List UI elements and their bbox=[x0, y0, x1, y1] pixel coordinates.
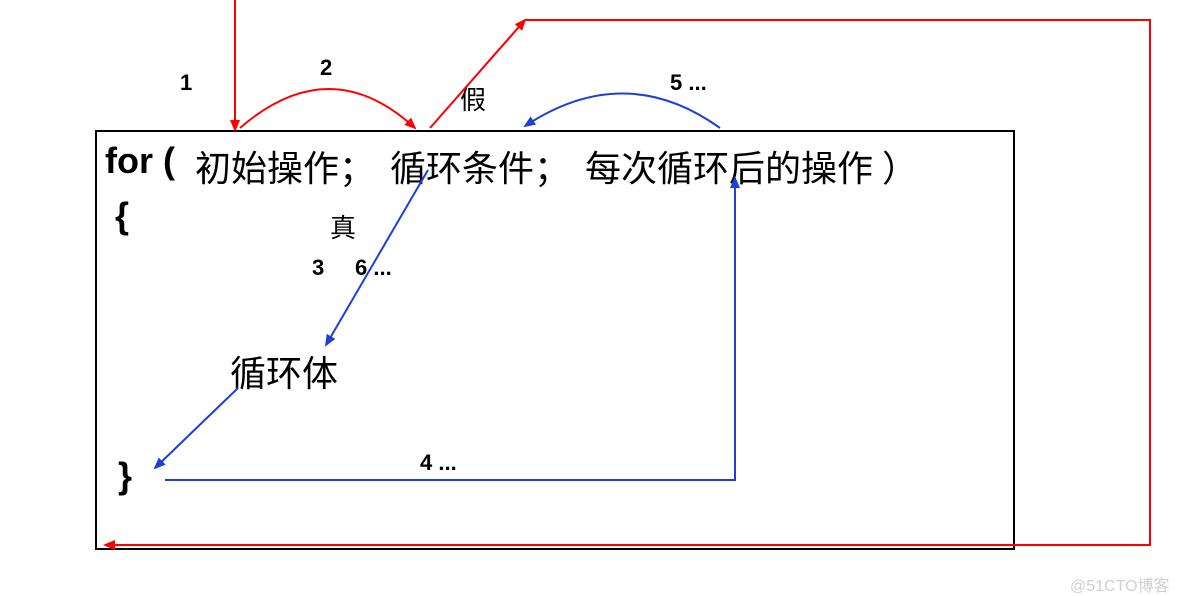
label-4: 4 ... bbox=[420, 450, 457, 476]
init-expr: 初始操作； bbox=[195, 140, 375, 192]
brace-close: } bbox=[118, 455, 132, 497]
code-box bbox=[95, 130, 1015, 550]
label-true: 真 bbox=[330, 208, 356, 245]
post-expr: 每次循环后的操作 ） bbox=[585, 140, 918, 192]
label-6: 6 ... bbox=[355, 255, 392, 281]
label-false: 假 bbox=[460, 80, 486, 117]
cond-expr: 循环条件； bbox=[390, 140, 570, 192]
for-keyword: for ( bbox=[105, 140, 175, 182]
watermark: @51CTO博客 bbox=[1070, 572, 1170, 596]
brace-open: { bbox=[115, 195, 129, 237]
label-3: 3 bbox=[312, 255, 324, 281]
label-5: 5 ... bbox=[670, 70, 707, 96]
label-1: 1 bbox=[180, 70, 192, 96]
label-2: 2 bbox=[320, 55, 332, 81]
loop-body-label: 循环体 bbox=[230, 345, 338, 397]
